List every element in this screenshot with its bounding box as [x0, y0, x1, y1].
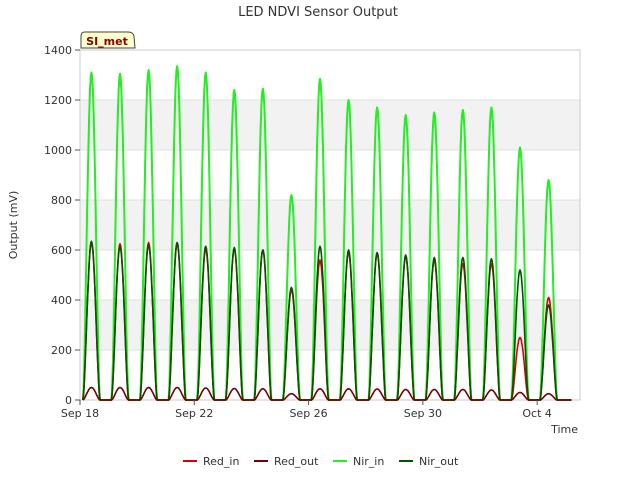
- y-tick-label: 400: [51, 294, 72, 307]
- x-tick-label: Oct 4: [522, 407, 552, 420]
- legend-label: Nir_in: [353, 455, 384, 468]
- y-tick-label: 600: [51, 244, 72, 257]
- series-layer: [81, 65, 572, 401]
- x-tick-label: Sep 26: [289, 407, 327, 420]
- band: [80, 100, 580, 150]
- y-tick-label: 0: [65, 394, 72, 407]
- legend: Red_in Red_out Nir_in Nir_out: [183, 455, 459, 468]
- x-tick-label: Sep 18: [61, 407, 99, 420]
- site-label-badge: SI_met: [80, 31, 136, 49]
- legend-label: Nir_out: [419, 455, 459, 468]
- legend-item-red-out: Red_out: [254, 455, 319, 468]
- legend-item-nir-in: Nir_in: [333, 455, 384, 468]
- series-line-nir-in: [81, 65, 572, 401]
- series-line-red-out: [82, 386, 572, 401]
- y-tick-label: 1400: [44, 44, 72, 57]
- y-tick-label: 1200: [44, 94, 72, 107]
- band: [80, 200, 580, 250]
- legend-label: Red_out: [274, 455, 319, 468]
- legend-label: Red_in: [203, 455, 239, 468]
- site-label: SI_met: [86, 35, 128, 48]
- chart-title: LED NDVI Sensor Output: [238, 5, 398, 20]
- site-label-box: [80, 31, 136, 49]
- x-tick-label: Sep 30: [404, 407, 442, 420]
- y-tick-label: 200: [51, 344, 72, 357]
- y-tick-label: 1000: [44, 144, 72, 157]
- axes: 0 200 400 600 800 1000 1200 1400 Sep 18 Sep 22 Sep…: [44, 44, 552, 420]
- series-line-nir-out: [82, 240, 572, 401]
- x-tick-label: Sep 22: [175, 407, 213, 420]
- y-tick-label: 800: [51, 194, 72, 207]
- legend-item-red-in: Red_in: [183, 455, 239, 468]
- legend-item-nir-out: Nir_out: [399, 455, 459, 468]
- x-axis-label: Time: [550, 423, 578, 436]
- y-axis-label: Output (mV): [7, 191, 20, 260]
